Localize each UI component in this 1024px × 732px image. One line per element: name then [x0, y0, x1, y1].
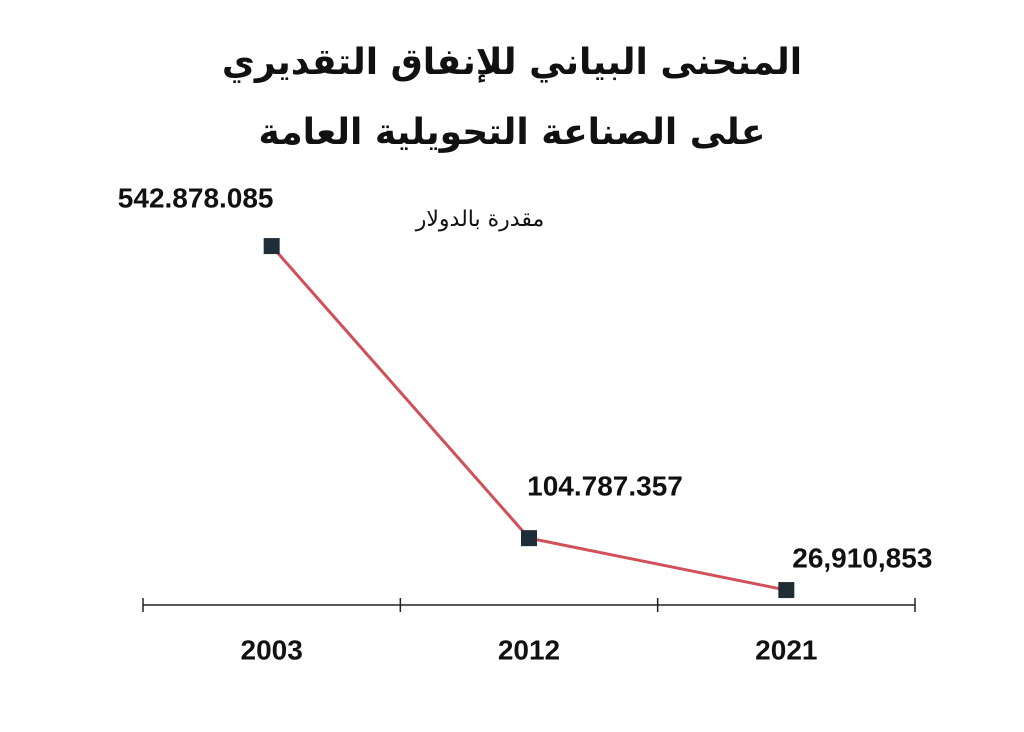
- marker: [521, 530, 537, 547]
- value-label: 104.787.357: [527, 471, 683, 502]
- value-label: 542.878.085: [118, 182, 274, 213]
- marker: [263, 238, 280, 255]
- chart-subtitle: مقدرة بالدولار: [415, 207, 544, 232]
- x-tick-label: 2021: [755, 634, 817, 665]
- value-label: 26,910,853: [792, 542, 932, 573]
- x-tick-label: 2003: [241, 634, 303, 665]
- marker: [778, 582, 795, 599]
- chart-title: المنحنى البياني للإنفاق التقديري على الص…: [221, 42, 803, 153]
- x-tick-label: 2012: [498, 634, 560, 665]
